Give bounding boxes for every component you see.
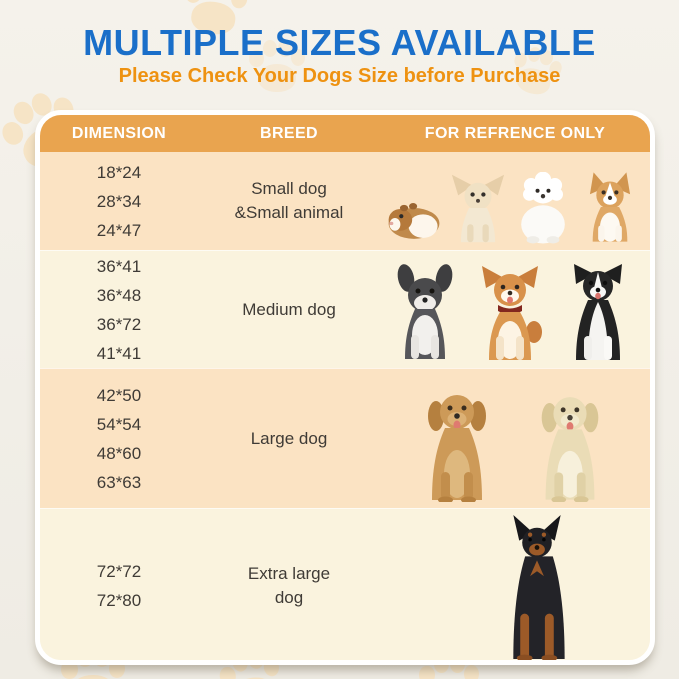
column-header-breed: BREED: [259, 124, 318, 142]
reference-images-cell: [380, 152, 650, 250]
column-header-reference: FOR REFRENCE ONLY: [424, 124, 606, 142]
breed-cell: Extra large dog: [198, 509, 380, 660]
dimension-value: 36*48: [96, 285, 142, 305]
dimension-value: 63*63: [96, 472, 142, 492]
dimension-value: 41*41: [96, 343, 142, 363]
chihuahua-image: [451, 174, 505, 243]
dimension-value: 36*72: [96, 314, 142, 334]
dimension-cell: 72*72 72*80: [40, 509, 198, 660]
doberman-image: [513, 514, 565, 660]
french-bulldog-image: [397, 264, 453, 359]
dimension-value: 72*72: [96, 562, 142, 581]
breed-label: &Small animal: [234, 203, 344, 222]
table-header-row: DIMENSION BREED FOR REFRENCE ONLY: [40, 115, 650, 152]
breed-cell: Large dog: [198, 369, 380, 508]
reference-images-cell: [380, 509, 650, 660]
shiba-inu-image: [482, 266, 542, 360]
guinea-pig-image: [388, 203, 440, 239]
breed-label: Extra large: [247, 564, 331, 583]
dimension-cell: 42*50 54*54 48*60 63*63: [40, 369, 198, 508]
dimension-value: 36*41: [96, 256, 142, 276]
reference-images-cell: [380, 369, 650, 508]
table-row-large-dog: 42*50 54*54 48*60 63*63 Large dog: [40, 368, 650, 508]
border-collie-image: [574, 264, 622, 360]
corgi-image: [589, 172, 631, 242]
page-title: MULTIPLE SIZES AVAILABLE: [83, 22, 596, 63]
size-table-card: DIMENSION BREED FOR REFRENCE ONLY 18*24 …: [35, 110, 655, 665]
paw-print-icon: [249, 40, 305, 94]
breed-label: Medium dog: [242, 299, 336, 319]
breed-cell: Medium dog: [198, 251, 380, 368]
dimension-value: 24*47: [96, 220, 142, 240]
labrador-image: [541, 397, 599, 502]
page-subtitle: Please Check Your Dogs Size before Purch…: [118, 65, 561, 87]
table-row-extra-large-dog: 72*72 72*80 Extra large dog: [40, 508, 650, 660]
table-row-medium-dog: 36*41 36*48 36*72 41*41 Medium dog: [40, 250, 650, 368]
breed-label: Large dog: [250, 428, 328, 448]
dimension-value: 72*80: [96, 591, 142, 610]
dimension-value: 48*60: [96, 443, 142, 463]
breed-cell: Small dog &Small animal: [198, 152, 380, 250]
dimension-value: 42*50: [96, 385, 142, 405]
breed-label: dog: [274, 588, 304, 607]
dimension-value: 54*54: [96, 414, 142, 434]
bichon-frise-image: [521, 172, 565, 244]
breed-label: Small dog: [251, 179, 327, 198]
dimension-value: 28*34: [96, 191, 142, 211]
golden-retriever-image: [428, 395, 486, 502]
dimension-value: 18*24: [96, 162, 142, 182]
column-header-dimension: DIMENSION: [71, 124, 167, 142]
reference-images-cell: [380, 251, 650, 368]
table-row-small-dog: 18*24 28*34 24*47 Small dog &Small anima…: [40, 152, 650, 250]
dimension-cell: 18*24 28*34 24*47: [40, 152, 198, 250]
dimension-cell: 36*41 36*48 36*72 41*41: [40, 251, 198, 368]
